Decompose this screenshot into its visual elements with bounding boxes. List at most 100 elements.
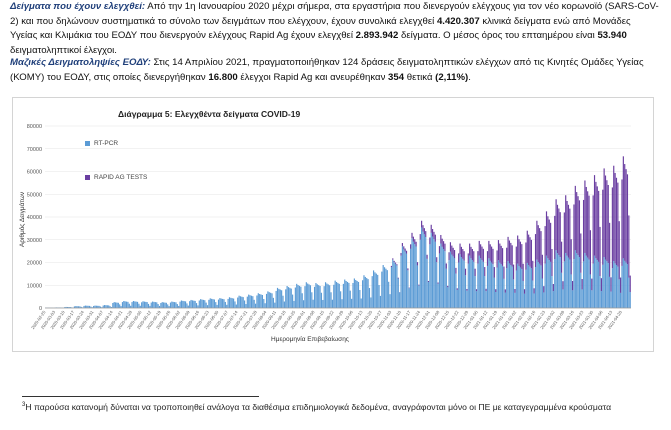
bar-rt-pcr bbox=[629, 292, 631, 308]
bar-rt-pcr bbox=[539, 263, 541, 308]
bar-rt-pcr bbox=[189, 301, 191, 308]
bar-rt-pcr bbox=[246, 296, 248, 308]
bar-rt-pcr bbox=[469, 255, 471, 308]
bar-rapid-ag bbox=[397, 277, 399, 279]
bar-rt-pcr bbox=[544, 263, 546, 308]
bar-rt-pcr bbox=[309, 285, 312, 308]
bar-rt-pcr bbox=[508, 263, 511, 308]
bar-rapid-ag bbox=[401, 243, 403, 247]
legend-item-rt-pcr: RT-PCR bbox=[85, 140, 118, 147]
bar-rt-pcr bbox=[116, 302, 118, 308]
bar-rapid-ag bbox=[626, 174, 629, 265]
bar-rt-pcr bbox=[149, 305, 151, 308]
bar-rt-pcr bbox=[142, 301, 144, 308]
bar-rt-pcr bbox=[337, 282, 339, 308]
bar-rt-pcr bbox=[341, 299, 343, 308]
bar-rt-pcr bbox=[540, 265, 542, 308]
bar-rt-pcr bbox=[223, 299, 225, 308]
bar-rt-pcr bbox=[167, 304, 169, 308]
bar-rapid-ag bbox=[452, 247, 454, 257]
bar-rt-pcr bbox=[261, 294, 264, 308]
bar-rt-pcr bbox=[112, 302, 114, 308]
bar-rt-pcr bbox=[363, 275, 365, 308]
bar-rt-pcr bbox=[552, 291, 554, 308]
bar-rapid-ag bbox=[482, 248, 484, 262]
bar-rt-pcr bbox=[104, 305, 106, 308]
bar-rapid-ag bbox=[544, 226, 546, 264]
bar-rapid-ag bbox=[547, 216, 549, 259]
y-tick-label: 30000 bbox=[27, 238, 42, 244]
bar-rt-pcr bbox=[102, 305, 104, 308]
bar-rapid-ag bbox=[534, 234, 537, 268]
bar-rapid-ag bbox=[540, 231, 542, 266]
bar-rt-pcr bbox=[176, 304, 178, 308]
bar-rt-pcr bbox=[602, 264, 604, 308]
bar-rt-pcr bbox=[250, 295, 253, 308]
bar-rapid-ag bbox=[525, 242, 527, 270]
bar-rt-pcr bbox=[130, 305, 132, 308]
bar-rapid-ag bbox=[433, 231, 435, 240]
bar-rt-pcr bbox=[447, 287, 449, 308]
bar-rapid-ag bbox=[485, 288, 487, 292]
bar-rapid-ag bbox=[578, 200, 581, 258]
bar-rt-pcr bbox=[460, 257, 462, 308]
bar-rt-pcr bbox=[625, 262, 627, 308]
bar-rt-pcr bbox=[362, 280, 364, 308]
bar-rapid-ag bbox=[529, 237, 531, 267]
bar-rt-pcr bbox=[114, 302, 117, 308]
bar-rt-pcr bbox=[113, 302, 115, 308]
chart-title: Διάγραμμα 5: Ελεγχθέντα δείγματα COVID-1… bbox=[118, 109, 301, 119]
bar-rt-pcr bbox=[496, 267, 498, 308]
bar-rt-pcr bbox=[271, 293, 273, 308]
y-tick-label: 80000 bbox=[27, 124, 42, 130]
bar-rapid-ag bbox=[602, 189, 604, 265]
bar-rapid-ag bbox=[510, 242, 512, 266]
bar-rt-pcr bbox=[620, 292, 622, 308]
bar-rt-pcr bbox=[121, 302, 124, 308]
bar-rt-pcr bbox=[219, 298, 221, 308]
bar-rapid-ag bbox=[521, 244, 523, 269]
bar-rt-pcr bbox=[480, 258, 482, 308]
bar-rapid-ag bbox=[617, 182, 619, 267]
bar-rapid-ag bbox=[493, 267, 495, 278]
bar-rt-pcr bbox=[434, 241, 436, 308]
bar-rt-pcr bbox=[132, 301, 135, 308]
bar-rapid-ag bbox=[604, 175, 607, 260]
bar-rt-pcr bbox=[489, 260, 491, 308]
bar-rt-pcr bbox=[525, 269, 527, 308]
bar-rt-pcr bbox=[464, 275, 467, 308]
bar-rt-pcr bbox=[143, 301, 145, 308]
bar-rt-pcr bbox=[248, 294, 250, 308]
bar-rapid-ag bbox=[600, 278, 602, 292]
bar-rapid-ag bbox=[514, 288, 516, 293]
bar-rt-pcr bbox=[293, 300, 295, 308]
bar-rapid-ag bbox=[515, 246, 517, 271]
bar-rt-pcr bbox=[191, 300, 194, 308]
bar-rt-pcr bbox=[374, 272, 376, 308]
bar-rt-pcr bbox=[456, 289, 458, 308]
bar-rt-pcr bbox=[268, 292, 270, 308]
bar-rt-pcr bbox=[283, 301, 285, 308]
bar-rt-pcr bbox=[205, 302, 207, 308]
bar-rt-pcr bbox=[326, 283, 328, 308]
bar-rt-pcr bbox=[404, 251, 406, 308]
bar-rt-pcr bbox=[394, 263, 397, 308]
bar-rt-pcr bbox=[222, 298, 224, 308]
bar-rapid-ag bbox=[499, 243, 501, 263]
bar-rt-pcr bbox=[90, 306, 92, 308]
bar-rt-pcr bbox=[187, 305, 189, 308]
bar-rt-pcr bbox=[290, 288, 292, 308]
bar-rt-pcr bbox=[235, 304, 237, 308]
bar-rapid-ag bbox=[422, 225, 424, 232]
y-tick-label: 70000 bbox=[27, 147, 42, 153]
bar-rapid-ag bbox=[588, 195, 590, 260]
bar-rt-pcr bbox=[514, 292, 516, 308]
bar-rapid-ag bbox=[466, 288, 468, 291]
bar-rapid-ag bbox=[442, 241, 445, 250]
bar-rt-pcr bbox=[528, 265, 530, 308]
bar-rapid-ag bbox=[456, 288, 458, 290]
bar-rapid-ag bbox=[437, 282, 439, 284]
bar-rt-pcr bbox=[157, 304, 159, 308]
bar-rt-pcr bbox=[352, 282, 354, 308]
bar-rt-pcr bbox=[230, 297, 232, 308]
